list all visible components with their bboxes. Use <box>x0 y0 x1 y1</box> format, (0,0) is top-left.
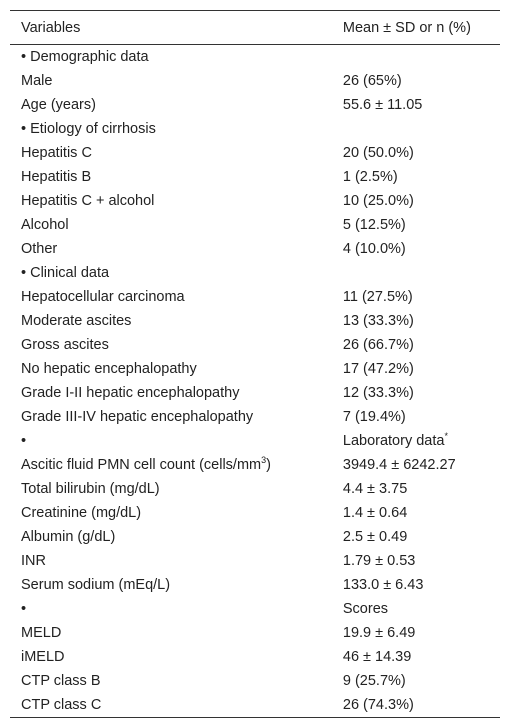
table-cell: 26 (65%) <box>342 73 402 89</box>
header-cell: Variables <box>10 10 322 45</box>
table-cell: 1 (2.5%) <box>342 169 398 185</box>
header-row: Variables Mean ± SD or n (%) <box>10 10 500 45</box>
table-row: Creatinine (mg/dL) 1.4 ± 0.64 <box>10 501 500 525</box>
table-cell: 1.79 ± 0.53 <box>342 553 416 569</box>
table-row: CTP class B 9 (25.7%) <box>10 669 500 693</box>
table-row: Age (years) 55.6 ± 11.05 <box>10 93 500 117</box>
table-cell: Hepatitis B <box>21 169 92 185</box>
table-row: • Clinical data <box>10 261 500 285</box>
table-row: Hepatocellular carcinoma 11 (27.5%) <box>10 285 500 309</box>
table-row: Male 26 (65%) <box>10 69 500 93</box>
table-cell: CTP class C <box>21 697 102 713</box>
header-cell: Mean ± SD or n (%) <box>321 10 500 45</box>
table-row: • Etiology of cirrhosis <box>10 117 500 141</box>
table-row: • Demographic data <box>10 45 500 70</box>
table-row: MELD 19.9 ± 6.49 <box>10 621 500 645</box>
table-cell: Creatinine (mg/dL) <box>21 505 142 521</box>
table-cell: 2.5 ± 0.49 <box>342 529 408 545</box>
table-row: • Scores <box>10 597 500 621</box>
table-cell: • <box>21 433 27 449</box>
table-cell: 4 (10.0%) <box>342 241 406 257</box>
table-row: Alcohol 5 (12.5%) <box>10 213 500 237</box>
table-cell: Moderate ascites <box>21 313 132 329</box>
table-cell: 46 ± 14.39 <box>342 649 412 665</box>
table-row: No hepatic encephalopathy 17 (47.2%) <box>10 357 500 381</box>
table-cell: • <box>21 601 27 617</box>
table-cell: 133.0 ± 6.43 <box>342 577 424 593</box>
cell-text: Ascitic fluid PMN cell count (cells/mm <box>21 457 262 473</box>
table-cell: Albumin (g/dL) <box>21 529 116 545</box>
table-cell: 7 (19.4%) <box>342 409 406 425</box>
data-table: Variables Mean ± SD or n (%) • Demograph… <box>10 10 500 718</box>
table-cell: 17 (47.2%) <box>342 361 414 377</box>
table-cell: 9 (25.7%) <box>342 673 406 689</box>
table-cell: 20 (50.0%) <box>342 145 414 161</box>
table-row: Other 4 (10.0%) <box>10 237 500 261</box>
table-row: Serum sodium (mEq/L) 133.0 ± 6.43 <box>10 573 500 597</box>
table-cell: 5 (12.5%) <box>342 217 406 233</box>
table-cell: Laboratory data* <box>322 429 500 453</box>
table-cell: Hepatitis C <box>21 145 92 161</box>
superscript: 3 <box>261 455 267 466</box>
table-cell: Ascitic fluid PMN cell count (cells/mm3) <box>10 453 322 477</box>
table-cell: Age (years) <box>21 97 96 113</box>
table-row: Ascitic fluid PMN cell count (cells/mm3)… <box>10 453 500 477</box>
table-cell: Serum sodium (mEq/L) <box>21 577 171 593</box>
table-row: Hepatitis C + alcohol 10 (25.0%) <box>10 189 500 213</box>
table-cell: 11 (27.5%) <box>342 289 413 305</box>
table-cell: No hepatic encephalopathy <box>21 361 197 377</box>
table-cell: • Demographic data <box>21 49 149 65</box>
table-row: INR 1.79 ± 0.53 <box>10 549 500 573</box>
table-row: • Laboratory data* <box>10 429 500 453</box>
cell-text: Laboratory data <box>342 433 445 449</box>
table-cell: Gross ascites <box>21 337 109 353</box>
table-cell: 19.9 ± 6.49 <box>342 625 416 641</box>
table-cell: Male <box>21 73 53 89</box>
table-cell: Hepatocellular carcinoma <box>21 289 185 305</box>
table-cell: 55.6 ± 11.05 <box>342 97 423 113</box>
table-cell: • Etiology of cirrhosis <box>21 121 156 137</box>
table-body: • Demographic data Male 26 (65%) Age (years… <box>10 45 500 718</box>
superscript: * <box>444 431 448 442</box>
table-row: CTP class C 26 (74.3%) <box>10 693 500 718</box>
table-cell: Grade I-II hepatic encephalopathy <box>21 385 240 401</box>
table-cell: Scores <box>342 601 389 617</box>
table-row: Hepatitis B 1 (2.5%) <box>10 165 500 189</box>
table-cell: 12 (33.3%) <box>342 385 414 401</box>
table-cell: 26 (74.3%) <box>342 697 414 713</box>
table-cell: INR <box>21 553 46 569</box>
table-cell: 13 (33.3%) <box>342 313 414 329</box>
table-row: Grade I-II hepatic encephalopathy 12 (33.… <box>10 381 500 405</box>
table-cell: Grade III-IV hepatic encephalopathy <box>21 409 254 425</box>
table-row: iMELD 46 ± 14.39 <box>10 645 500 669</box>
table-cell: Alcohol <box>21 217 69 233</box>
table-row: Moderate ascites 13 (33.3%) <box>10 309 500 333</box>
table-cell <box>322 45 500 70</box>
table-row: Gross ascites 26 (66.7%) <box>10 333 500 357</box>
table-cell: 4.4 ± 3.75 <box>342 481 408 497</box>
table-cell: • Clinical data <box>21 265 110 281</box>
cell-text: ) <box>266 457 271 473</box>
table-row: Total bilirubin (mg/dL) 4.4 ± 3.75 <box>10 477 500 501</box>
table-cell: 10 (25.0%) <box>342 193 414 209</box>
table-cell: iMELD <box>21 649 65 665</box>
table-cell: CTP class B <box>21 673 101 689</box>
table-cell <box>322 117 500 141</box>
table-cell: 26 (66.7%) <box>342 337 414 353</box>
table-row: Albumin (g/dL) 2.5 ± 0.49 <box>10 525 500 549</box>
table-row: Hepatitis C 20 (50.0%) <box>10 141 500 165</box>
table-cell: Total bilirubin (mg/dL) <box>21 481 160 497</box>
table-cell: Hepatitis C + alcohol <box>21 193 155 209</box>
table-cell: Other <box>21 241 58 257</box>
table-cell: 1.4 ± 0.64 <box>342 505 408 521</box>
table-cell: 3949.4 ± 6242.27 <box>342 457 456 473</box>
table-cell <box>322 261 500 285</box>
table-cell: MELD <box>21 625 62 641</box>
table-row: Grade III-IV hepatic encephalopathy 7 (19… <box>10 405 500 429</box>
